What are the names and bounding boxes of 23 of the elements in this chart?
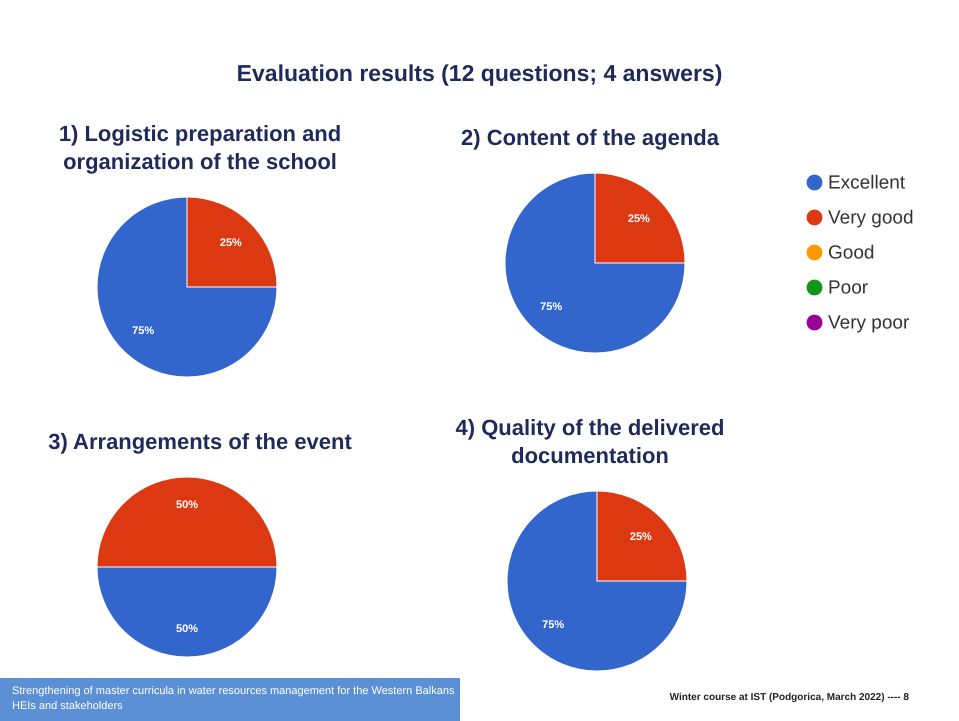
pie-slice [96,196,278,378]
pie-slice [506,490,688,672]
chart-title: 2) Content of the agenda [460,124,720,152]
data-label: 75% [542,618,564,631]
chart-title: 1) Logistic preparation and organization of the school [58,120,342,176]
text: Strengthening of master curricula in water resources management for the Western Balkans HEIs and stakeholders [0,678,460,721]
legend-label: Very poor [828,312,910,334]
data-label: 25% [628,213,650,226]
data-label: 75% [132,324,154,337]
legend-label: Poor [828,278,869,298]
text: Winter course at IST (Podgorica, March 2022) ---- 8 [670,692,909,703]
data-label: 50% [176,623,198,635]
legend-label: Excellent [828,172,906,194]
data-label: 25% [630,531,652,544]
pie-slice [504,172,686,354]
legend-label: Good [828,242,874,264]
legend-label: Very good [828,208,914,228]
data-label: 25% [220,237,242,250]
chart-title: 4) Quality of the delivered documentation [454,414,726,470]
data-label: 50% [176,499,198,511]
chart-title: 3) Arrangements of the event [47,428,353,456]
data-label: 75% [540,300,562,313]
text: Evaluation results (12 questions; 4 answers) [236,60,724,87]
